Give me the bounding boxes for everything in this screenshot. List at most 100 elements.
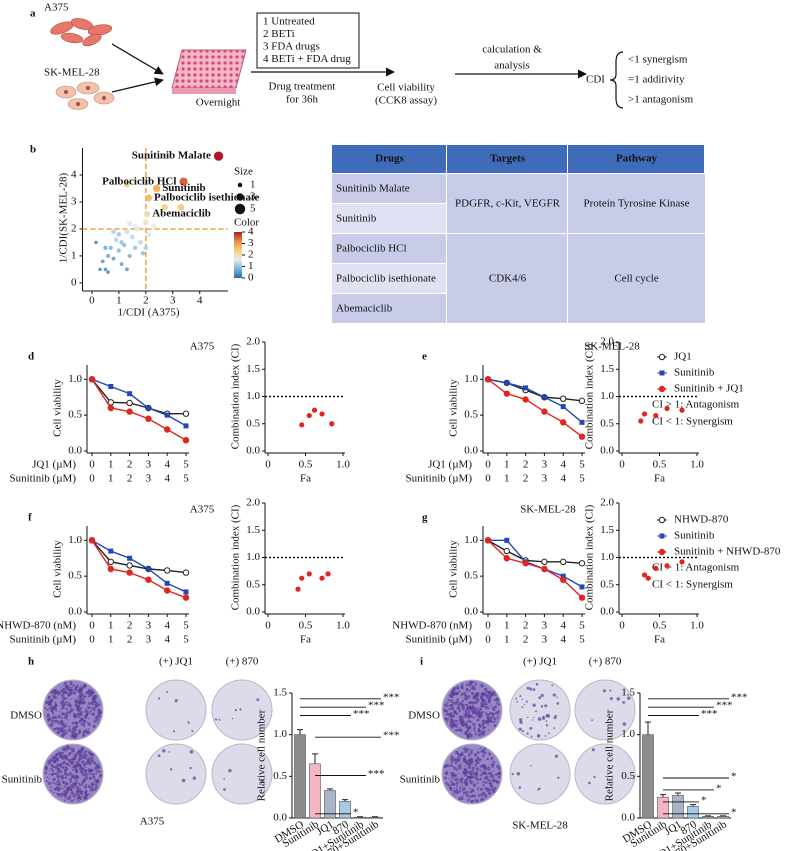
colony <box>481 711 484 714</box>
colony <box>62 766 65 768</box>
ci-point <box>653 412 659 419</box>
colony <box>162 749 166 753</box>
colony <box>454 758 458 762</box>
colony <box>471 766 475 770</box>
dish <box>211 679 273 741</box>
x-tick-label: 2 <box>127 459 133 471</box>
colony <box>462 771 465 775</box>
colony <box>47 698 49 701</box>
colony <box>488 791 492 795</box>
ci-point <box>319 575 325 581</box>
colony <box>87 688 91 692</box>
point <box>177 203 185 211</box>
colony <box>476 788 479 791</box>
colony <box>81 795 84 797</box>
colony <box>84 707 87 710</box>
x-axis-title: Fa <box>300 634 311 646</box>
colony <box>467 759 471 763</box>
colony <box>56 731 60 735</box>
significance: *** <box>368 768 385 780</box>
colony <box>65 767 69 771</box>
x-tick-label: 0 <box>89 620 95 632</box>
x-tick-label: 5 <box>183 473 189 485</box>
colony <box>461 707 465 711</box>
y-tick-label: 1.0 <box>68 534 82 546</box>
legend-note: CI < 1: Synergism <box>652 416 733 428</box>
y-tick-label: 0.5 <box>464 409 478 421</box>
colony <box>477 793 481 797</box>
cell-line: A375 <box>140 816 165 828</box>
colony <box>495 711 500 715</box>
y-tick-label: 1.0 <box>464 534 478 546</box>
x-tick-label: 0 <box>619 459 625 471</box>
ci-point <box>325 571 331 577</box>
colony <box>488 778 491 781</box>
colony <box>486 773 488 775</box>
colony <box>450 761 454 764</box>
x-tick-label: 2 <box>523 473 529 485</box>
colony <box>51 719 55 723</box>
colony <box>480 696 483 699</box>
colony <box>86 758 88 760</box>
colony <box>477 800 479 802</box>
colony <box>52 755 56 760</box>
step-label: (CCK8 assay) <box>375 95 437 107</box>
colony <box>48 723 51 726</box>
colony <box>481 699 483 701</box>
colony <box>92 783 95 787</box>
marker <box>560 395 567 402</box>
colony <box>474 700 478 705</box>
colony <box>81 701 84 704</box>
colony <box>457 777 459 779</box>
colony <box>45 700 49 705</box>
colony <box>458 690 461 693</box>
colony <box>73 715 76 718</box>
colony <box>80 718 85 722</box>
x-tick-label: 4 <box>560 620 566 632</box>
colony <box>455 691 459 695</box>
colony <box>474 772 477 776</box>
point <box>108 245 113 250</box>
colony <box>93 694 97 698</box>
y-tick-label: 0.0 <box>246 445 260 457</box>
colony <box>454 702 458 705</box>
colony <box>85 710 88 713</box>
error-bar <box>327 788 333 791</box>
marker <box>484 537 492 544</box>
legend-note: CI > 1: Antagonism <box>652 562 740 574</box>
marker <box>183 423 189 429</box>
colony <box>81 760 85 764</box>
colony <box>484 726 487 729</box>
colony <box>59 710 61 713</box>
colony <box>77 696 80 699</box>
colony <box>83 785 88 789</box>
colony <box>494 712 497 715</box>
colony <box>82 733 86 738</box>
dish <box>509 743 571 805</box>
colony <box>456 785 458 787</box>
colony <box>469 787 471 790</box>
colony <box>495 721 497 723</box>
colony <box>69 787 73 790</box>
colony <box>187 721 190 724</box>
colony <box>82 784 84 786</box>
colony <box>62 723 64 726</box>
colony <box>75 714 78 717</box>
colony <box>81 767 85 771</box>
colony <box>78 755 81 757</box>
colony <box>519 720 523 725</box>
colony <box>482 724 485 727</box>
colony <box>472 685 474 687</box>
x-tick-label: 0 <box>619 620 625 632</box>
colony <box>471 775 475 779</box>
colony <box>64 796 67 799</box>
colony <box>479 731 484 736</box>
colony <box>519 695 522 698</box>
colony <box>482 780 486 784</box>
y-axis-title: Cell viability <box>52 379 64 437</box>
colony <box>475 759 478 762</box>
colony <box>51 764 53 766</box>
drug-cell <box>332 294 446 323</box>
colony <box>98 763 100 766</box>
y-tick-label: 0.5 <box>621 770 635 782</box>
